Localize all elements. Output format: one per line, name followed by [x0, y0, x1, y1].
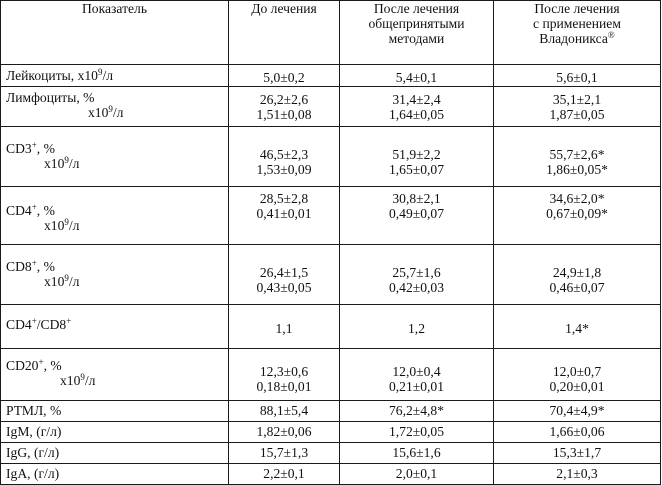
- value-after-vladonix: 1,4*: [493, 304, 661, 349]
- header-after-standard-treatment: После лечения общепринятыми методами: [339, 0, 494, 65]
- row-label: CD3+, % х109/л: [0, 126, 229, 187]
- row-label: Лимфоциты, % х109/л: [0, 86, 229, 127]
- value-after-standard: 30,8±2,1 0,49±0,07: [339, 186, 494, 245]
- value-after-standard: 15,6±1,6: [339, 442, 494, 464]
- value-before: 26,2±2,6 1,51±0,08: [228, 86, 340, 127]
- value-after-vladonix: 34,6±2,0* 0,67±0,09*: [493, 186, 661, 245]
- row-label: IgM, (г/л): [0, 421, 229, 443]
- value-before: 28,5±2,8 0,41±0,01: [228, 186, 340, 245]
- row-label: IgG, (г/л): [0, 442, 229, 464]
- row-label: CD20+, % х109/л: [0, 348, 229, 401]
- value-after-vladonix: 5,6±0,1: [493, 64, 661, 87]
- table-row-leukocytes: Лейкоциты, х109/л 5,0±0,2 5,4±0,1 5,6±0,…: [0, 64, 661, 87]
- value-after-vladonix: 15,3±1,7: [493, 442, 661, 464]
- table-row-iga: IgA, (г/л) 2,2±0,1 2,0±0,1 2,1±0,3: [0, 463, 661, 485]
- table-row-cd8: CD8+, % х109/л 26,4±1,5 0,43±0,05 25,7±1,…: [0, 244, 661, 305]
- value-after-standard: 2,0±0,1: [339, 463, 494, 485]
- value-after-standard: 25,7±1,6 0,42±0,03: [339, 244, 494, 305]
- table-row-cd3: CD3+, % х109/л 46,5±2,3 1,53±0,09 51,9±2,…: [0, 126, 661, 187]
- value-after-standard: 76,2±4,8*: [339, 400, 494, 422]
- row-label: Лейкоциты, х109/л: [0, 64, 229, 87]
- value-after-vladonix: 35,1±2,1 1,87±0,05: [493, 86, 661, 127]
- table-row-igg: IgG, (г/л) 15,7±1,3 15,6±1,6 15,3±1,7: [0, 442, 661, 464]
- value-before: 46,5±2,3 1,53±0,09: [228, 126, 340, 187]
- table-row-rtml: РТМЛ, % 88,1±5,4 76,2±4,8* 70,4±4,9*: [0, 400, 661, 422]
- header-before-treatment: До лечения: [228, 0, 340, 65]
- row-label: IgA, (г/л): [0, 463, 229, 485]
- value-before: 26,4±1,5 0,43±0,05: [228, 244, 340, 305]
- table-row-cd4: CD4+, % х109/л 28,5±2,8 0,41±0,01 30,8±2,…: [0, 186, 661, 245]
- row-label: РТМЛ, %: [0, 400, 229, 422]
- header-row: Показатель До лечения После лечения обще…: [0, 0, 661, 65]
- value-after-standard: 1,72±0,05: [339, 421, 494, 443]
- table-row-lymphocytes: Лимфоциты, % х109/л 26,2±2,6 1,51±0,08 31…: [0, 86, 661, 127]
- row-label: CD4+/CD8+: [0, 304, 229, 349]
- header-indicator: Показатель: [0, 0, 229, 65]
- value-after-standard: 1,2: [339, 304, 494, 349]
- value-before: 15,7±1,3: [228, 442, 340, 464]
- table-row-cd4-cd8-ratio: CD4+/CD8+ 1,1 1,2 1,4*: [0, 304, 661, 349]
- value-after-vladonix: 70,4±4,9*: [493, 400, 661, 422]
- value-after-standard: 31,4±2,4 1,64±0,05: [339, 86, 494, 127]
- row-label: CD8+, % х109/л: [0, 244, 229, 305]
- table-row-igm: IgM, (г/л) 1,82±0,06 1,72±0,05 1,66±0,06: [0, 421, 661, 443]
- value-before: 12,3±0,6 0,18±0,01: [228, 348, 340, 401]
- row-label: CD4+, % х109/л: [0, 186, 229, 245]
- value-after-vladonix: 55,7±2,6* 1,86±0,05*: [493, 126, 661, 187]
- value-after-vladonix: 24,9±1,8 0,46±0,07: [493, 244, 661, 305]
- value-before: 5,0±0,2: [228, 64, 340, 87]
- value-after-standard: 5,4±0,1: [339, 64, 494, 87]
- value-after-vladonix: 12,0±0,7 0,20±0,01: [493, 348, 661, 401]
- value-after-standard: 51,9±2,2 1,65±0,07: [339, 126, 494, 187]
- table-row-cd20: CD20+, % х109/л 12,3±0,6 0,18±0,01 12,0±0…: [0, 348, 661, 401]
- value-after-vladonix: 1,66±0,06: [493, 421, 661, 443]
- value-before: 2,2±0,1: [228, 463, 340, 485]
- value-before: 1,82±0,06: [228, 421, 340, 443]
- value-after-standard: 12,0±0,4 0,21±0,01: [339, 348, 494, 401]
- header-after-vladonix-treatment: После лечения с применением Владоникса®: [493, 0, 661, 65]
- value-before: 88,1±5,4: [228, 400, 340, 422]
- value-before: 1,1: [228, 304, 340, 349]
- value-after-vladonix: 2,1±0,3: [493, 463, 661, 485]
